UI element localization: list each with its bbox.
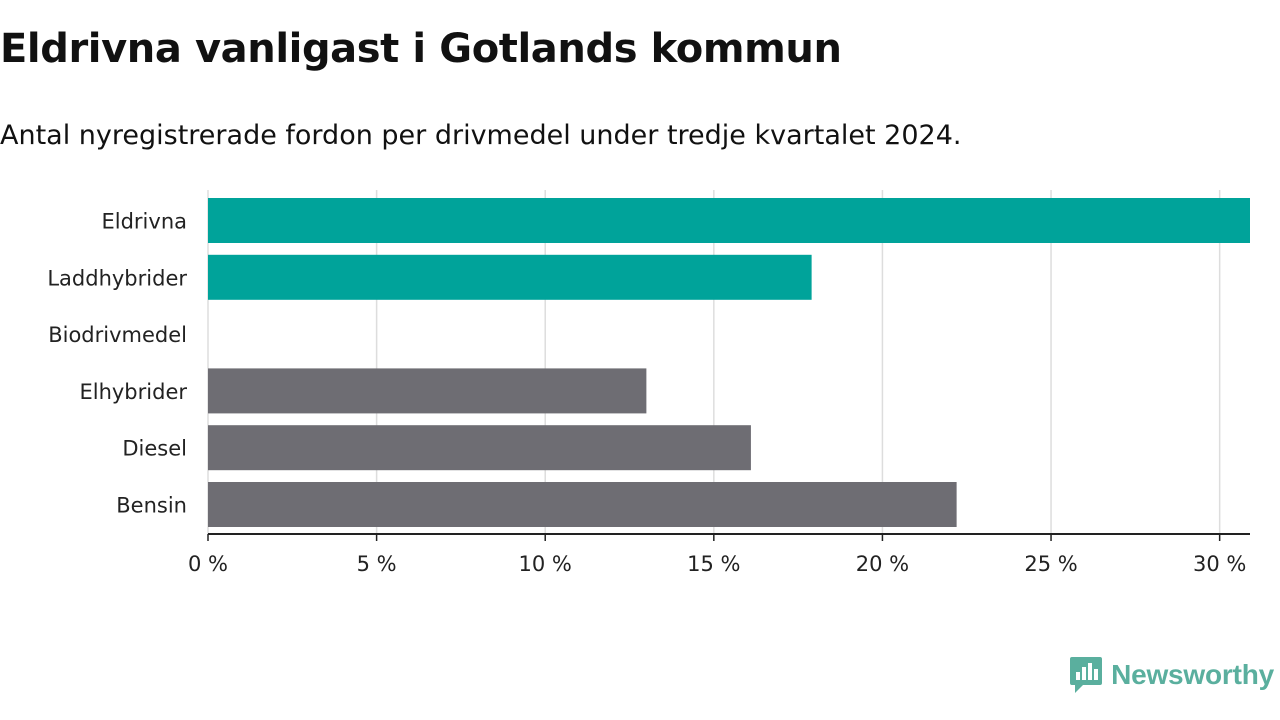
category-label: Bensin — [116, 494, 187, 518]
chart-subtitle: Antal nyregistrerade fordon per drivmede… — [0, 120, 962, 151]
category-labels: Eldrivna Laddhybrider Biodrivmedel Elhybrid… — [47, 210, 187, 518]
x-axis: 0 % 5 % 10 % 15 % 20 % 25 % 30 % — [188, 533, 1250, 576]
category-label: Biodrivmedel — [48, 323, 187, 347]
category-label: Eldrivna — [101, 210, 187, 234]
category-label: Diesel — [122, 437, 187, 461]
bar-elhybrider — [208, 368, 647, 414]
x-tick-label: 30 % — [1193, 552, 1246, 576]
brand: Newsworthy — [1069, 653, 1274, 697]
x-tick-label: 20 % — [856, 552, 909, 576]
category-label: Laddhybrider — [47, 266, 187, 290]
brand-name: Newsworthy — [1111, 659, 1274, 690]
x-tick-label: 0 % — [188, 552, 228, 576]
x-tick-label: 5 % — [357, 552, 397, 576]
bar-diesel — [208, 425, 751, 471]
bars — [208, 198, 1250, 527]
newsworthy-logo-icon — [1070, 657, 1103, 693]
x-tick-label: 15 % — [687, 552, 740, 576]
x-tick-label: 25 % — [1024, 552, 1077, 576]
bar-bensin — [208, 482, 957, 527]
bar-eldrivna — [208, 198, 1250, 243]
category-label: Elhybrider — [79, 380, 187, 404]
chart-title: Eldrivna vanligast i Gotlands kommun — [0, 26, 842, 72]
bar-laddhybrider — [208, 254, 812, 300]
gridlines — [207, 190, 1221, 534]
x-tick-label: 10 % — [519, 552, 572, 576]
